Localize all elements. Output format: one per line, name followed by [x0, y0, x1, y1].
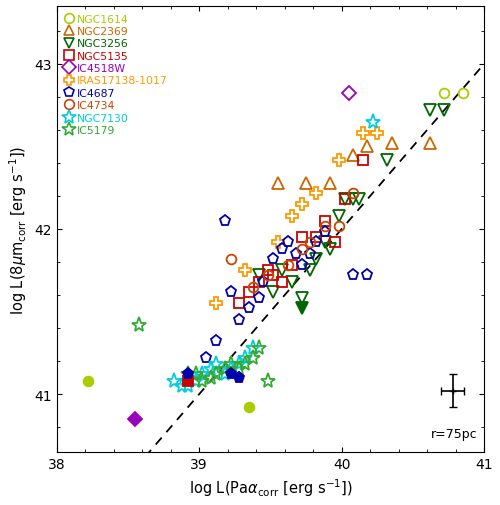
Y-axis label: log L(8$\mu$m$_{\rm corr}$ [erg s$^{-1}$]): log L(8$\mu$m$_{\rm corr}$ [erg s$^{-1}$…: [7, 145, 28, 314]
X-axis label: log L(Pa$\alpha_{\rm corr}$ [erg s$^{-1}$]): log L(Pa$\alpha_{\rm corr}$ [erg s$^{-1}…: [188, 476, 352, 498]
Legend: NGC1614, NGC2369, NGC3256, NGC5135, IC4518W, IRAS17138-1017, IC4687, IC4734, NGC: NGC1614, NGC2369, NGC3256, NGC5135, IC45…: [62, 12, 170, 138]
Text: r=75pc: r=75pc: [430, 428, 477, 440]
